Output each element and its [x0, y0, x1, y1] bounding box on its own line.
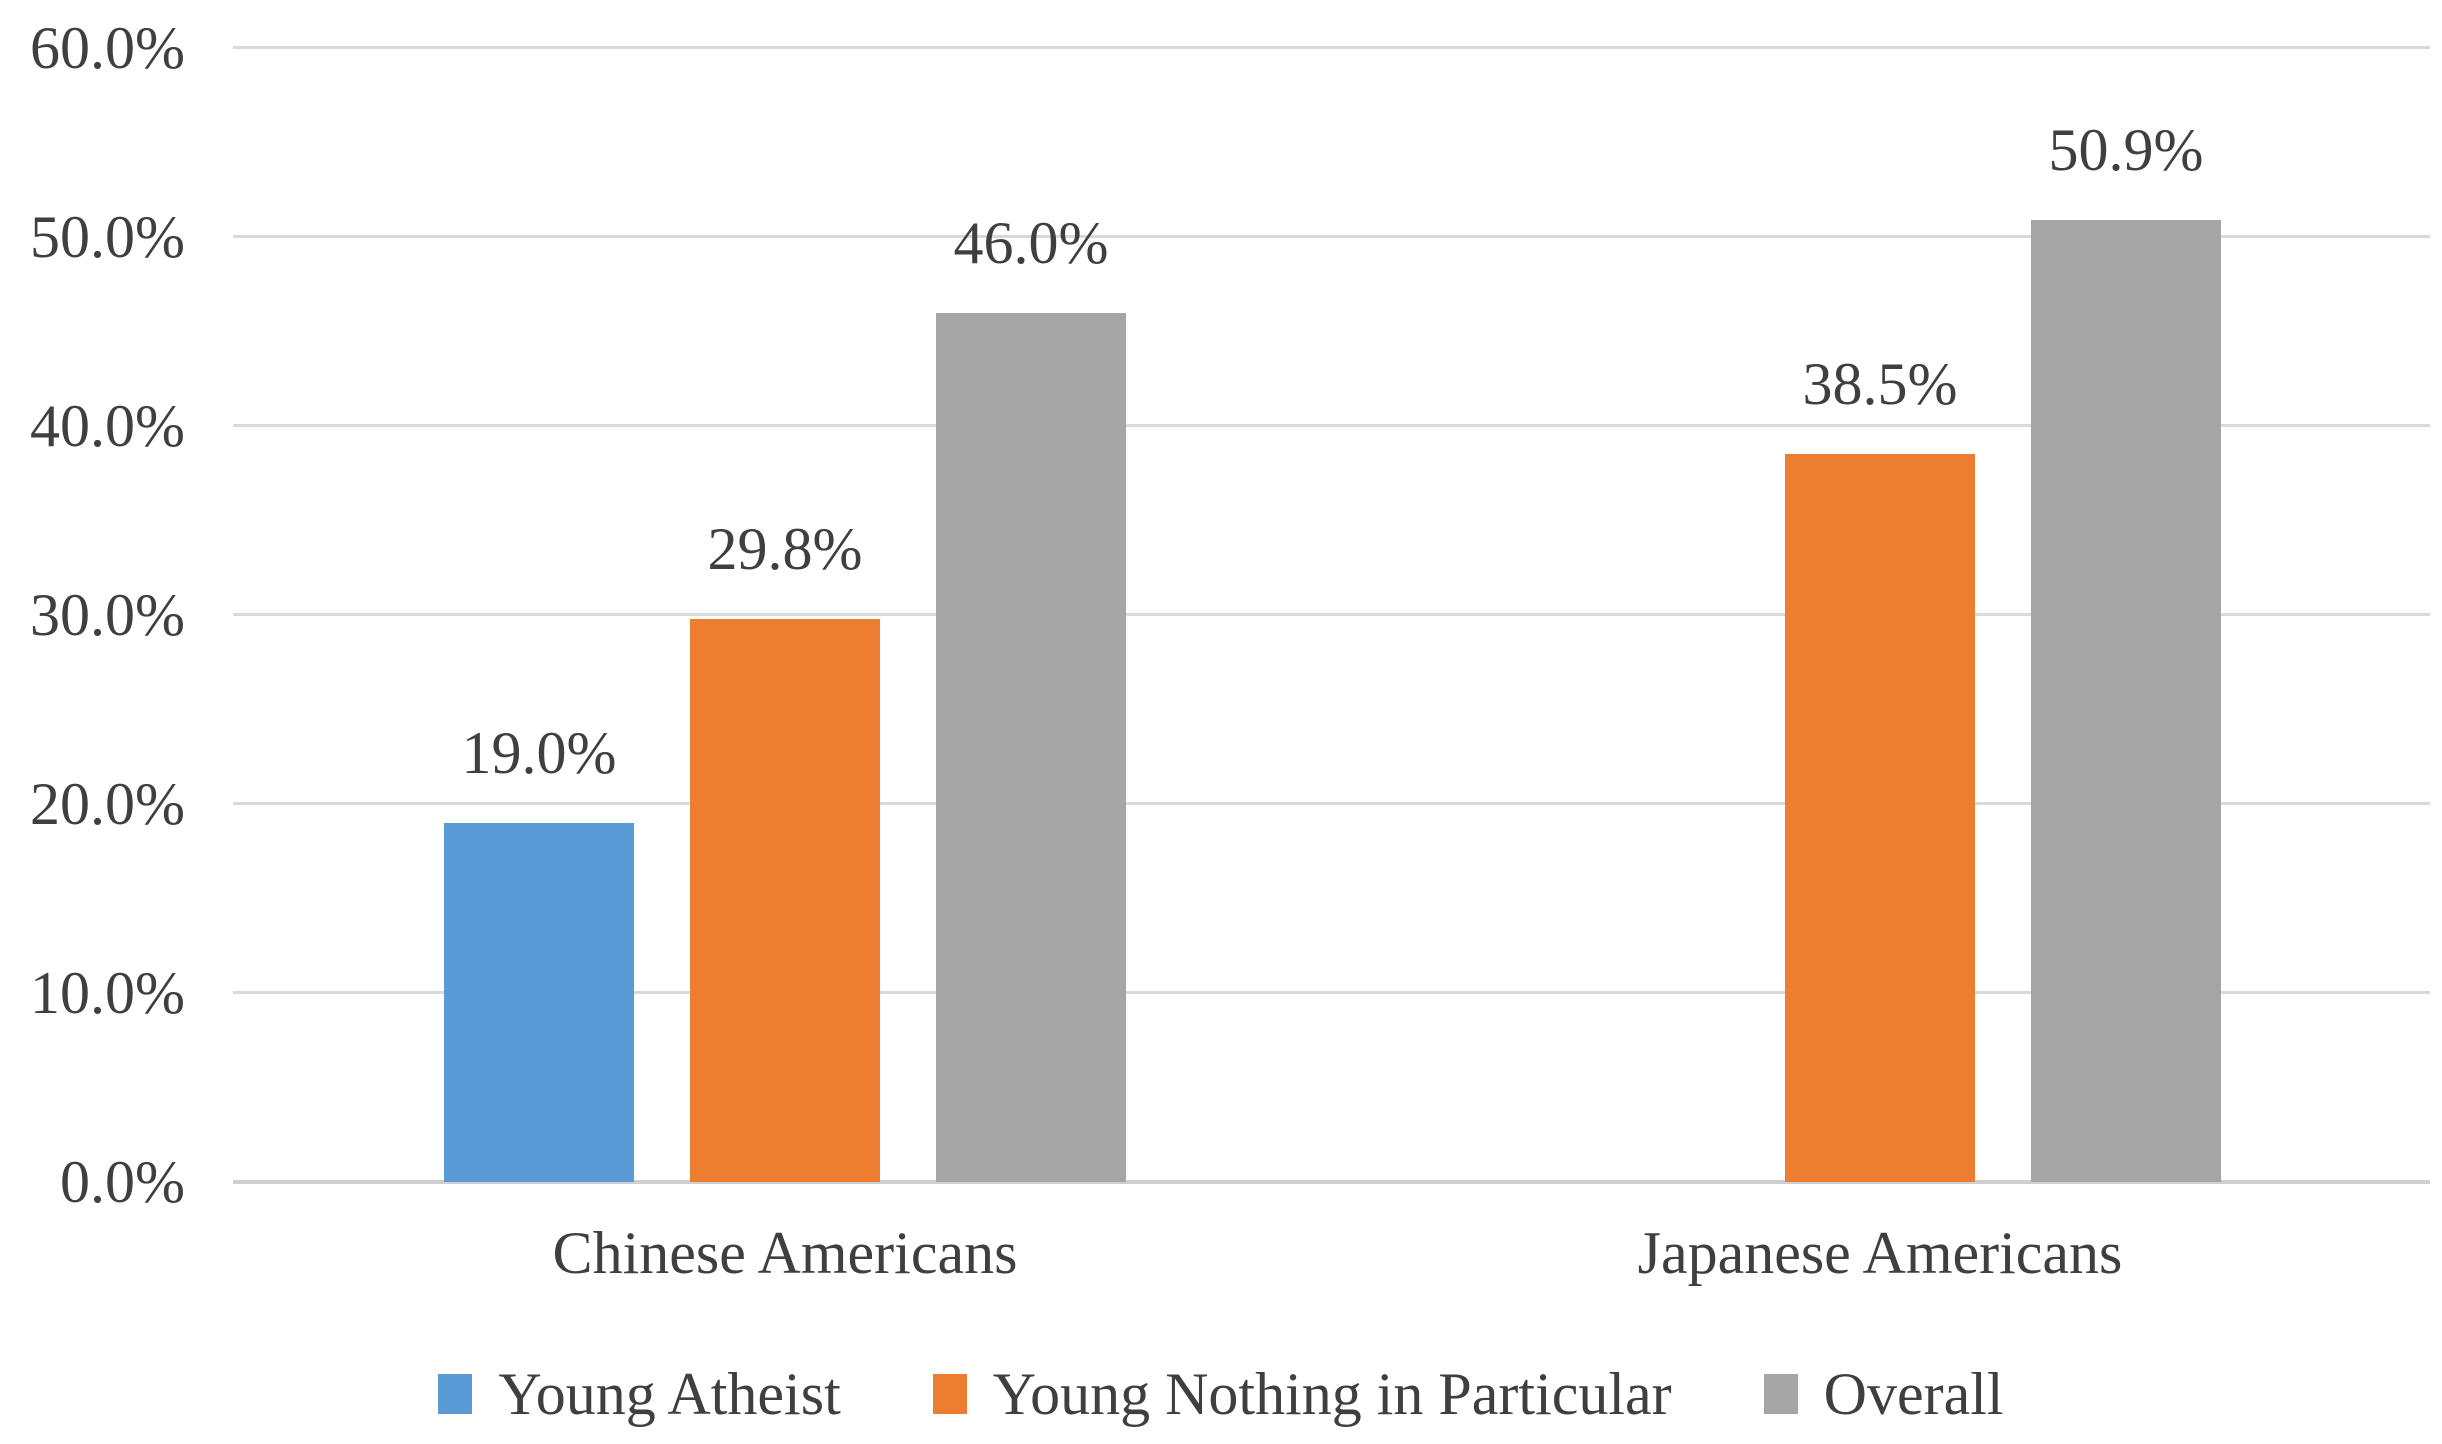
- bar-data-label: 38.5%: [1802, 351, 1958, 417]
- bar-overall-japanese-americans: [2031, 220, 2221, 1182]
- gridline: [233, 46, 2430, 49]
- legend-marker-icon: [932, 1374, 967, 1414]
- x-axis-category-label: Chinese Americans: [552, 1220, 1018, 1286]
- x-axis-line: [233, 1180, 2430, 1184]
- gridline: [233, 235, 2430, 238]
- y-axis-tick-label: 40.0%: [30, 393, 185, 459]
- bar-overall-chinese-americans: [936, 313, 1126, 1182]
- legend-label: Young Atheist: [498, 1361, 841, 1427]
- bar-data-label: 46.0%: [953, 210, 1109, 276]
- legend-label: Overall: [1823, 1361, 2004, 1427]
- bar-young-nothing-in-particular-chinese-americans: [690, 619, 880, 1182]
- gridline: [233, 802, 2430, 805]
- bar-data-label: 19.0%: [461, 720, 617, 786]
- legend-label: Young Nothing in Particular: [992, 1361, 1672, 1427]
- y-axis-tick-label: 20.0%: [30, 771, 185, 837]
- y-axis-tick-label: 50.0%: [30, 204, 185, 270]
- bar-data-label: 50.9%: [2048, 117, 2204, 183]
- legend-item-young-nothing-in-particular: Young Nothing in Particular: [932, 1359, 1672, 1429]
- legend: Young Atheist Young Nothing in Particular…: [0, 1352, 2442, 1436]
- legend-marker-icon: [1763, 1374, 1798, 1414]
- bar-data-label: 29.8%: [707, 516, 863, 582]
- bar-young-atheist-chinese-americans: [444, 823, 634, 1182]
- y-axis-tick-label: 60.0%: [30, 15, 185, 81]
- y-axis-tick-label: 30.0%: [30, 582, 185, 648]
- legend-item-overall: Overall: [1763, 1359, 2004, 1429]
- gridline: [233, 613, 2430, 616]
- bar-young-nothing-in-particular-japanese-americans: [1785, 454, 1975, 1182]
- gridline: [233, 424, 2430, 427]
- gridline: [233, 991, 2430, 994]
- legend-marker-icon: [438, 1374, 473, 1414]
- y-axis-tick-label: 0.0%: [60, 1149, 185, 1215]
- x-axis-category-label: Japanese Americans: [1637, 1220, 2123, 1286]
- y-axis-tick-label: 10.0%: [30, 960, 185, 1026]
- legend-item-young-atheist: Young Atheist: [438, 1359, 841, 1429]
